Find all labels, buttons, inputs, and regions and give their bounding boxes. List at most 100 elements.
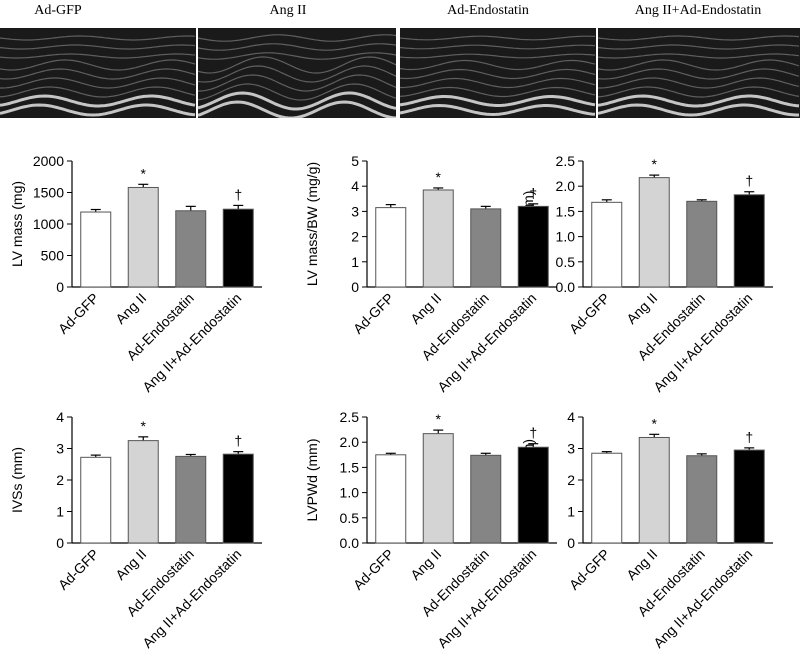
y-tick-label: 0 <box>567 535 575 551</box>
echo-trace <box>0 103 196 117</box>
y-tick-label: 1 <box>567 504 575 520</box>
y-tick-label: 0.5 <box>340 510 360 526</box>
x-tick-label: Ad-GFP <box>55 290 102 337</box>
bar <box>222 208 254 288</box>
echo-trace <box>197 43 397 51</box>
echo-trace <box>597 68 800 80</box>
echo-trace <box>399 44 596 50</box>
y-tick-label: 4 <box>567 409 575 425</box>
significance-marker: * <box>652 415 658 431</box>
image-label: Ang II <box>270 3 307 18</box>
echo-trace <box>399 68 596 80</box>
y-tick-label: 2 <box>567 472 575 488</box>
y-tick-label: 1000 <box>33 216 64 232</box>
y-axis-label: IVSd (mm) <box>520 191 536 258</box>
echo-trace <box>399 59 596 71</box>
echo-trace <box>597 35 800 41</box>
y-tick-label: 0.0 <box>340 535 360 551</box>
y-tick-label: 1.0 <box>340 485 360 501</box>
y-tick-label: 1.5 <box>556 203 576 219</box>
echo-trace <box>400 77 596 89</box>
echo-trace <box>0 35 196 41</box>
m-mode-image <box>0 28 196 118</box>
bar <box>591 452 623 544</box>
echo-trace <box>0 59 196 71</box>
y-tick-label: 3 <box>56 441 64 457</box>
bar <box>470 454 502 544</box>
bar <box>686 455 718 544</box>
echo-trace <box>0 68 196 80</box>
x-tick-label: Ang II <box>112 546 149 583</box>
echo-trace <box>399 35 596 41</box>
y-tick-label: 2.0 <box>340 434 360 450</box>
bar <box>638 436 670 544</box>
x-tick-label: Ang II <box>112 290 149 327</box>
x-tick-label: Ad-GFP <box>350 546 397 593</box>
image-label: Ang II+Ad-Endostatin <box>635 3 762 18</box>
bar <box>375 207 407 288</box>
y-axis-label: IVSs (mm) <box>9 447 25 513</box>
echo-trace <box>0 94 196 108</box>
echo-trace <box>399 103 596 117</box>
bar <box>733 194 765 288</box>
echo-trace <box>197 91 397 111</box>
y-axis-label: LVPWd (mm) <box>304 439 320 522</box>
echo-trace <box>399 53 596 59</box>
echo-trace <box>597 53 800 59</box>
y-tick-label: 2000 <box>33 153 64 169</box>
echo-trace <box>197 100 397 120</box>
y-tick-label: 2 <box>351 229 359 245</box>
y-axis-label: LVPWs (mm) <box>520 439 536 521</box>
significance-marker: † <box>529 185 537 201</box>
bar <box>175 210 207 288</box>
m-mode-image <box>400 28 596 118</box>
y-tick-label: 1 <box>351 254 359 270</box>
echo-trace <box>597 86 800 98</box>
bar <box>222 453 254 544</box>
echo-trace <box>0 86 196 98</box>
echo-trace <box>197 56 397 74</box>
y-tick-label: 500 <box>41 248 65 264</box>
image-label: Ad-Endostatin <box>447 3 529 18</box>
significance-marker: * <box>652 156 658 172</box>
echo-trace <box>399 95 596 107</box>
echo-trace <box>197 52 397 60</box>
bar <box>80 456 112 544</box>
echo-trace <box>197 34 397 42</box>
significance-marker: * <box>141 165 147 181</box>
y-tick-label: 4 <box>351 178 359 194</box>
echo-trace <box>0 44 196 50</box>
x-tick-label: Ad-GFP <box>350 290 397 337</box>
echo-trace <box>597 59 800 71</box>
echo-trace <box>598 77 800 89</box>
bar-chart: 0 500 1000 1500 2000 LV mass (mg) Ad-GFP Ang II… <box>9 153 262 395</box>
echo-trace <box>399 86 596 98</box>
echo-trace <box>197 83 397 101</box>
significance-marker: † <box>745 429 753 445</box>
y-tick-label: 0.0 <box>556 279 576 295</box>
y-tick-label: 0 <box>351 279 359 295</box>
bar <box>80 211 112 288</box>
x-tick-label: Ad-GFP <box>566 546 613 593</box>
bar <box>638 177 670 288</box>
image-label: Ad-GFP <box>34 3 82 18</box>
y-tick-label: 1 <box>56 504 64 520</box>
significance-marker: * <box>436 411 442 427</box>
bar <box>686 200 718 288</box>
x-tick-label: Ang II <box>623 290 660 327</box>
y-tick-label: 3 <box>351 203 359 219</box>
y-tick-label: 2 <box>56 472 64 488</box>
y-tick-label: 2.5 <box>556 153 576 169</box>
bar <box>422 189 454 288</box>
bar <box>175 455 207 544</box>
bar <box>733 449 765 544</box>
echo-trace <box>597 103 799 117</box>
y-tick-label: 4 <box>56 409 64 425</box>
significance-marker: * <box>141 418 147 434</box>
image-strip: Ad-GFP Ang II Ad-Endostatin Ang II+Ad-En… <box>0 3 800 118</box>
y-tick-label: 0.5 <box>556 254 576 270</box>
y-tick-label: 1.0 <box>556 229 576 245</box>
